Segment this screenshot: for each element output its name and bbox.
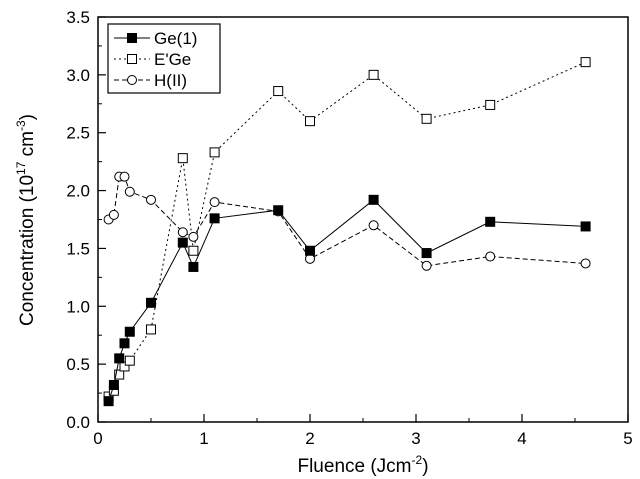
x-tick-label: 2 [305, 429, 314, 448]
data-point [421, 260, 432, 271]
data-point [146, 297, 156, 308]
data-point [119, 171, 130, 182]
data-point [119, 361, 130, 372]
data-point [124, 326, 135, 337]
data-point [273, 205, 284, 216]
data-point [124, 186, 135, 197]
data-point [485, 99, 496, 110]
y-tick-label: 1.0 [66, 297, 90, 316]
data-point [114, 353, 125, 364]
series-0 [103, 194, 591, 407]
data-point [146, 194, 156, 205]
legend-label: H(II) [154, 71, 187, 90]
x-tick-label: 4 [517, 429, 526, 448]
data-point [177, 227, 188, 238]
axes: 0 1 2 3 4 5 0.0 0.5 1.0 1.5 2.0 2.5 3.0 3.5 [66, 8, 632, 448]
series-2 [103, 171, 591, 271]
data-point [146, 324, 156, 335]
data-point [580, 221, 591, 232]
data-point [209, 213, 220, 224]
plot-area [103, 57, 591, 407]
data-point [485, 251, 496, 262]
data-point [177, 153, 188, 164]
legend-marker [127, 54, 137, 64]
data-point [421, 113, 432, 124]
legend-box [107, 23, 221, 94]
data-point [421, 248, 432, 259]
data-point [188, 231, 199, 242]
data-point [119, 338, 130, 349]
data-point [273, 86, 284, 97]
data-point [368, 194, 379, 205]
data-point [209, 147, 220, 158]
data-point [305, 116, 315, 127]
data-point [108, 209, 119, 220]
data-point [368, 220, 379, 231]
data-point [305, 245, 315, 256]
legend: Ge(1) E'Ge H(II) [107, 23, 221, 94]
legend-label: Ge(1) [154, 29, 197, 48]
x-tick-label: 1 [199, 429, 208, 448]
y-tick-label: 3.5 [66, 8, 90, 27]
data-point [114, 369, 125, 380]
data-point [108, 379, 119, 390]
data-point [209, 197, 220, 208]
legend-marker [127, 75, 137, 85]
y-tick-label: 2.0 [66, 182, 90, 201]
x-axis-label: Fluence (Jcm-2) [297, 453, 428, 477]
data-point [188, 261, 199, 272]
legend-label: E'Ge [154, 50, 191, 69]
legend-marker [127, 33, 137, 43]
x-tick-label: 3 [411, 429, 420, 448]
data-point [103, 396, 114, 407]
y-tick-label: 0.0 [66, 413, 90, 432]
y-axis-label: Concentration (1017 cm-3) [14, 114, 38, 326]
data-point [188, 245, 199, 256]
data-point [580, 258, 591, 269]
data-point [177, 237, 188, 248]
data-point [485, 216, 496, 227]
x-tick-label: 5 [623, 429, 632, 448]
y-tick-label: 2.5 [66, 124, 90, 143]
y-tick-label: 3.0 [66, 66, 90, 85]
x-tick-label: 0 [93, 429, 102, 448]
data-point [368, 69, 379, 80]
y-tick-label: 1.5 [66, 239, 90, 258]
series-1 [103, 57, 591, 402]
data-point [580, 57, 591, 68]
y-tick-label: 0.5 [66, 355, 90, 374]
data-point [124, 355, 135, 366]
